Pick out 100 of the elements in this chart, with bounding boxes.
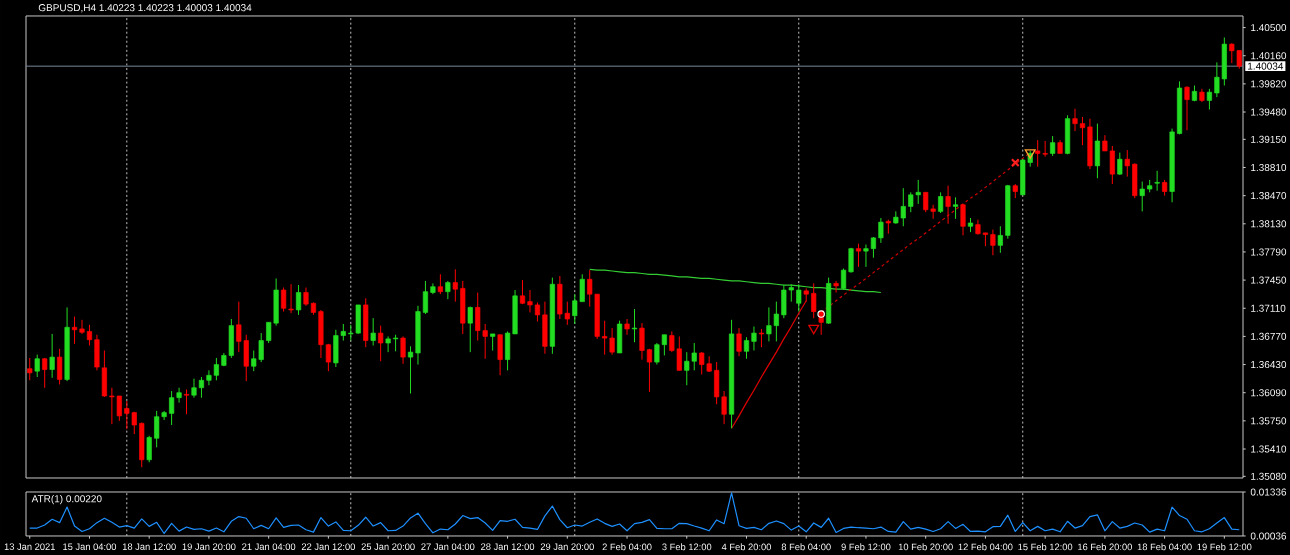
x-tick-label: 13 Jan 2021 <box>4 543 55 550</box>
candlestick <box>527 289 533 313</box>
y-tick-label: 1.35080 <box>1251 472 1287 480</box>
candlestick <box>863 244 869 268</box>
candlestick <box>938 191 944 214</box>
ref-line-label: 1.40034 <box>1248 62 1284 70</box>
candlestick <box>295 284 302 316</box>
y-tick-label: 1.35410 <box>1251 445 1287 453</box>
x-tick-label: 29 Jan 20:00 <box>540 543 594 550</box>
chart-title: ATR(1) 0.00220 <box>31 494 102 505</box>
candlestick <box>1206 88 1212 111</box>
candlestick <box>1079 116 1086 146</box>
candlestick <box>1050 135 1056 157</box>
candlestick <box>631 308 638 343</box>
y-tick-label: 1.37450 <box>1251 276 1287 284</box>
x-tick-label: 15 Jan 04:00 <box>63 543 117 550</box>
candlestick <box>624 318 630 336</box>
candlestick <box>400 335 406 365</box>
y-tick-label: 1.39820 <box>1251 80 1287 88</box>
candlestick <box>86 324 93 347</box>
candlestick <box>952 196 959 220</box>
candlestick <box>990 229 996 256</box>
candlestick <box>743 336 750 360</box>
candlestick <box>646 348 653 393</box>
y-tick-label: 1.37110 <box>1251 304 1286 312</box>
candlestick <box>378 325 384 362</box>
candlestick <box>49 333 55 379</box>
candlestick <box>945 185 951 225</box>
candlestick <box>169 390 175 426</box>
candlestick <box>534 301 541 322</box>
x-tick-label: 9 Feb 12:00 <box>841 543 891 551</box>
candlestick <box>191 378 197 399</box>
point <box>1010 158 1020 167</box>
y-tick-label: 0.01336 <box>1250 488 1287 496</box>
candlestick <box>407 345 414 395</box>
x-tick-label: 8 Feb 04:00 <box>781 543 831 551</box>
point <box>1024 149 1036 159</box>
candlestick <box>840 268 847 291</box>
candlestick <box>639 322 645 361</box>
x-tick-label: 25 Jan 20:00 <box>361 543 415 550</box>
candlestick <box>758 328 765 348</box>
y-tick-label: 0.00036 <box>1250 532 1287 540</box>
x-tick-label: 10 Feb 20:00 <box>898 543 953 551</box>
x-tick-label: 16 Feb 20:00 <box>1078 543 1132 551</box>
y-tick-label: 1.37790 <box>1251 248 1287 256</box>
y-tick-label: 1.38810 <box>1251 163 1287 172</box>
candlestick <box>467 306 473 353</box>
x-tick-label: 19 Feb 12:00 <box>1197 543 1252 551</box>
candlestick <box>878 217 884 244</box>
candlestick <box>870 236 877 259</box>
candlestick <box>79 319 85 335</box>
x-tick-label: 12 Feb 04:00 <box>958 543 1013 551</box>
candlestick <box>855 243 862 268</box>
y-tick-label: 1.36770 <box>1251 332 1287 340</box>
candlestick <box>206 369 212 386</box>
point <box>808 324 820 335</box>
candlestick <box>997 225 1003 254</box>
chart-title: GBPUSD,H4 1.40223 1.40223 1.40003 1.40034 <box>38 4 252 13</box>
x-tick-label: 3 Feb 12:00 <box>662 543 712 551</box>
line-series <box>589 268 882 294</box>
x-tick-label: 21 Jan 04:00 <box>242 543 296 550</box>
candlestick <box>848 247 854 274</box>
candlestick <box>42 357 48 389</box>
x-tick-label: 15 Feb 12:00 <box>1018 543 1073 551</box>
candlestick <box>281 287 287 313</box>
line-series <box>29 492 1240 535</box>
candlestick <box>370 317 376 347</box>
candlestick <box>1124 149 1130 178</box>
x-tick-label: 19 Jan 20:00 <box>182 543 236 550</box>
y-tick-label: 1.35750 <box>1251 417 1287 425</box>
x-tick-label: 28 Jan 12:00 <box>481 543 535 550</box>
y-tick-label: 1.39150 <box>1251 135 1287 143</box>
candlestick <box>198 376 205 399</box>
candlestick <box>736 327 742 357</box>
x-tick-label: 4 Feb 20:00 <box>721 543 772 551</box>
candlestick <box>34 354 40 378</box>
candlestick <box>27 357 33 381</box>
candlestick <box>303 287 309 307</box>
y-tick-label: 1.36090 <box>1251 389 1287 397</box>
candlestick <box>751 325 757 351</box>
y-tick-label: 1.38470 <box>1251 192 1287 200</box>
candlestick <box>1117 152 1123 176</box>
candlestick <box>452 268 458 303</box>
x-tick-label: 18 Feb 04:00 <box>1137 543 1192 551</box>
candlestick <box>57 348 63 385</box>
point <box>817 310 825 318</box>
candlestick <box>437 273 443 295</box>
y-tick-label: 1.39480 <box>1251 108 1287 116</box>
x-tick-label: 22 Jan 12:00 <box>301 543 355 550</box>
candlestick <box>1184 85 1190 131</box>
candlestick <box>385 335 391 353</box>
candlestick <box>960 203 966 236</box>
candlestick <box>1072 108 1078 132</box>
y-tick-label: 1.40500 <box>1251 24 1287 32</box>
candlestick <box>183 388 190 415</box>
y-tick-label: 1.38130 <box>1251 220 1287 228</box>
candlestick <box>796 283 802 313</box>
candlestick <box>1154 170 1160 192</box>
candlestick <box>213 357 219 381</box>
candlestick <box>176 387 182 404</box>
